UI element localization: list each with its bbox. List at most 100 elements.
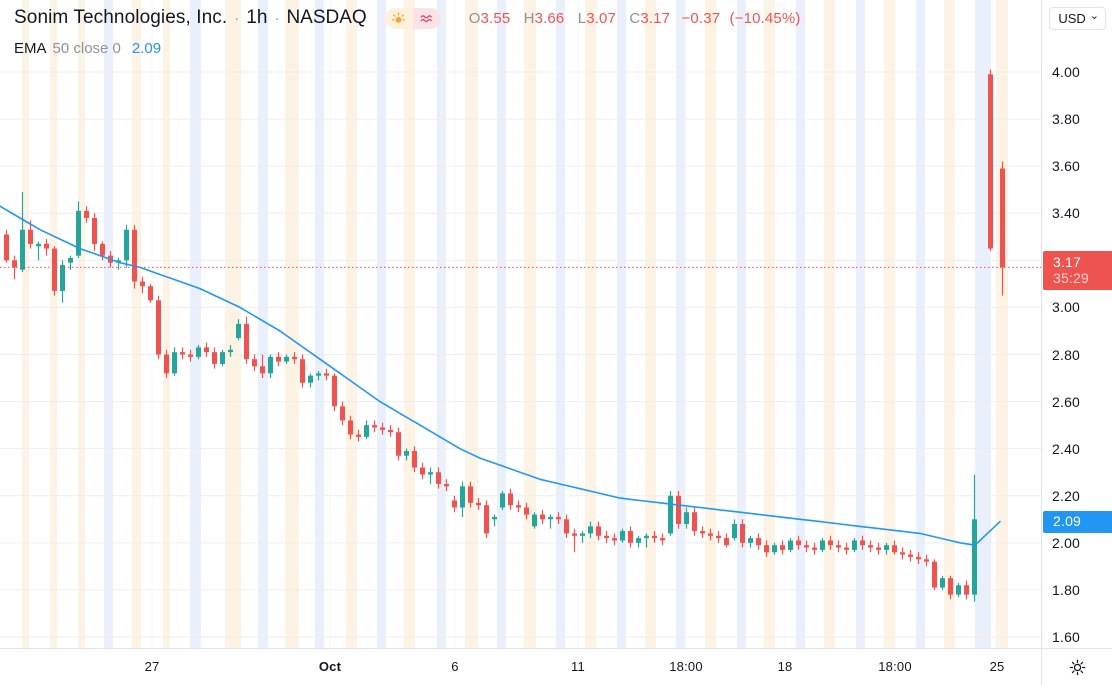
candle-body <box>356 434 361 437</box>
time-axis[interactable]: 27 Oct 6 11 18:00 18 18:00 25 <box>0 648 1041 685</box>
candle-body <box>932 561 937 588</box>
candlestick-chart <box>0 0 1041 648</box>
candle-body <box>500 493 505 508</box>
time-tick: 27 <box>144 659 160 674</box>
session-band <box>944 0 955 648</box>
candle-body <box>644 535 649 539</box>
price-axis[interactable]: USD ⌄ 4.003.803.603.403.203.002.802.602.… <box>1041 0 1112 648</box>
candle-body <box>884 545 889 550</box>
candle-body <box>428 472 433 475</box>
candle-body <box>92 217 97 244</box>
price-tick: 3.00 <box>1052 299 1081 316</box>
candle-body <box>172 352 177 374</box>
candle-body <box>556 516 561 520</box>
price-tick: 1.80 <box>1052 581 1081 598</box>
candle-body <box>588 526 593 534</box>
candle-body <box>156 300 161 355</box>
candle-body <box>76 210 81 256</box>
price-tick: 3.60 <box>1052 158 1081 175</box>
candle-body <box>964 585 969 595</box>
time-tick: 6 <box>451 659 459 674</box>
chart-settings-button[interactable] <box>1041 648 1112 685</box>
candle-body <box>812 547 817 550</box>
candle-body <box>12 260 17 268</box>
data-adjustment-icon[interactable] <box>412 7 441 29</box>
candle-body <box>972 519 977 595</box>
session-band <box>884 0 895 648</box>
candle-body <box>540 514 545 520</box>
candle-body <box>900 552 905 555</box>
candle-body <box>796 540 801 546</box>
indicator-name: EMA <box>14 40 47 57</box>
candle-body <box>388 429 393 433</box>
candle-body <box>252 359 257 367</box>
exchange-label[interactable]: NASDAQ <box>286 7 367 28</box>
candle-body <box>332 375 337 407</box>
candle-body <box>132 229 137 282</box>
session-band <box>796 0 805 648</box>
candle-body <box>396 432 401 456</box>
candle-body <box>300 359 305 383</box>
candle-body <box>476 502 481 506</box>
candle-body <box>228 349 233 353</box>
market-open-icon[interactable] <box>384 7 413 29</box>
candle-body <box>84 210 89 218</box>
candle-body <box>628 531 633 543</box>
time-tick: 11 <box>571 659 585 674</box>
candle-body <box>916 556 921 560</box>
price-tick: 2.00 <box>1052 534 1081 551</box>
session-band <box>497 0 506 648</box>
candle-body <box>780 545 785 550</box>
time-tick: 18:00 <box>669 659 703 674</box>
time-tick: 25 <box>989 659 1005 674</box>
candle-body <box>788 540 793 550</box>
candle-body <box>852 540 857 550</box>
indicator-params: 50 close 0 <box>52 40 121 57</box>
candle-body <box>860 540 865 546</box>
candle-body <box>348 420 353 435</box>
session-band <box>190 0 201 648</box>
ema-line <box>0 205 1001 547</box>
candle-body <box>28 229 33 244</box>
candle-body <box>372 425 377 428</box>
session-band <box>705 0 716 648</box>
chart-legend: Sonim Technologies, Inc. · 1h · NASDAQ <box>0 0 1040 66</box>
candle-body <box>764 545 769 553</box>
candle-body <box>324 373 329 376</box>
candle-body <box>292 356 297 360</box>
currency-selector[interactable]: USD ⌄ <box>1049 7 1106 30</box>
candle-body <box>868 545 873 548</box>
candle-body <box>804 545 809 548</box>
candle-body <box>756 538 761 546</box>
candle-body <box>412 451 417 468</box>
candle-body <box>524 507 529 515</box>
session-band <box>404 0 415 648</box>
symbol-name[interactable]: Sonim Technologies, Inc. <box>14 7 228 28</box>
price-tick: 3.40 <box>1052 205 1081 222</box>
price-tick: 4.00 <box>1052 64 1081 80</box>
candle-body <box>948 578 953 595</box>
candle-body <box>612 538 617 541</box>
candle-body <box>52 248 57 291</box>
indicator-legend-row[interactable]: EMA 50 close 0 2.09 <box>14 40 161 57</box>
candle-body <box>188 354 193 357</box>
currency-label: USD <box>1058 11 1086 26</box>
ema-price-badge: 2.09 <box>1043 510 1112 533</box>
candle-body <box>532 514 537 527</box>
price-tick: 2.80 <box>1052 346 1081 363</box>
candle-body <box>836 545 841 548</box>
candle-body <box>940 578 945 588</box>
chart-plot-area[interactable] <box>0 0 1041 648</box>
low-value: 3.07 <box>586 9 617 27</box>
price-tick: 2.20 <box>1052 487 1081 504</box>
interval-label[interactable]: 1h <box>246 7 268 28</box>
candle-body <box>748 538 753 543</box>
session-band <box>104 0 113 648</box>
candle-body <box>148 286 153 301</box>
open-label: O <box>468 9 481 27</box>
candle-body <box>284 356 289 362</box>
chevron-down-icon: ⌄ <box>1089 10 1099 22</box>
session-band <box>377 0 386 648</box>
candle-body <box>420 467 425 475</box>
candle-body <box>844 547 849 550</box>
